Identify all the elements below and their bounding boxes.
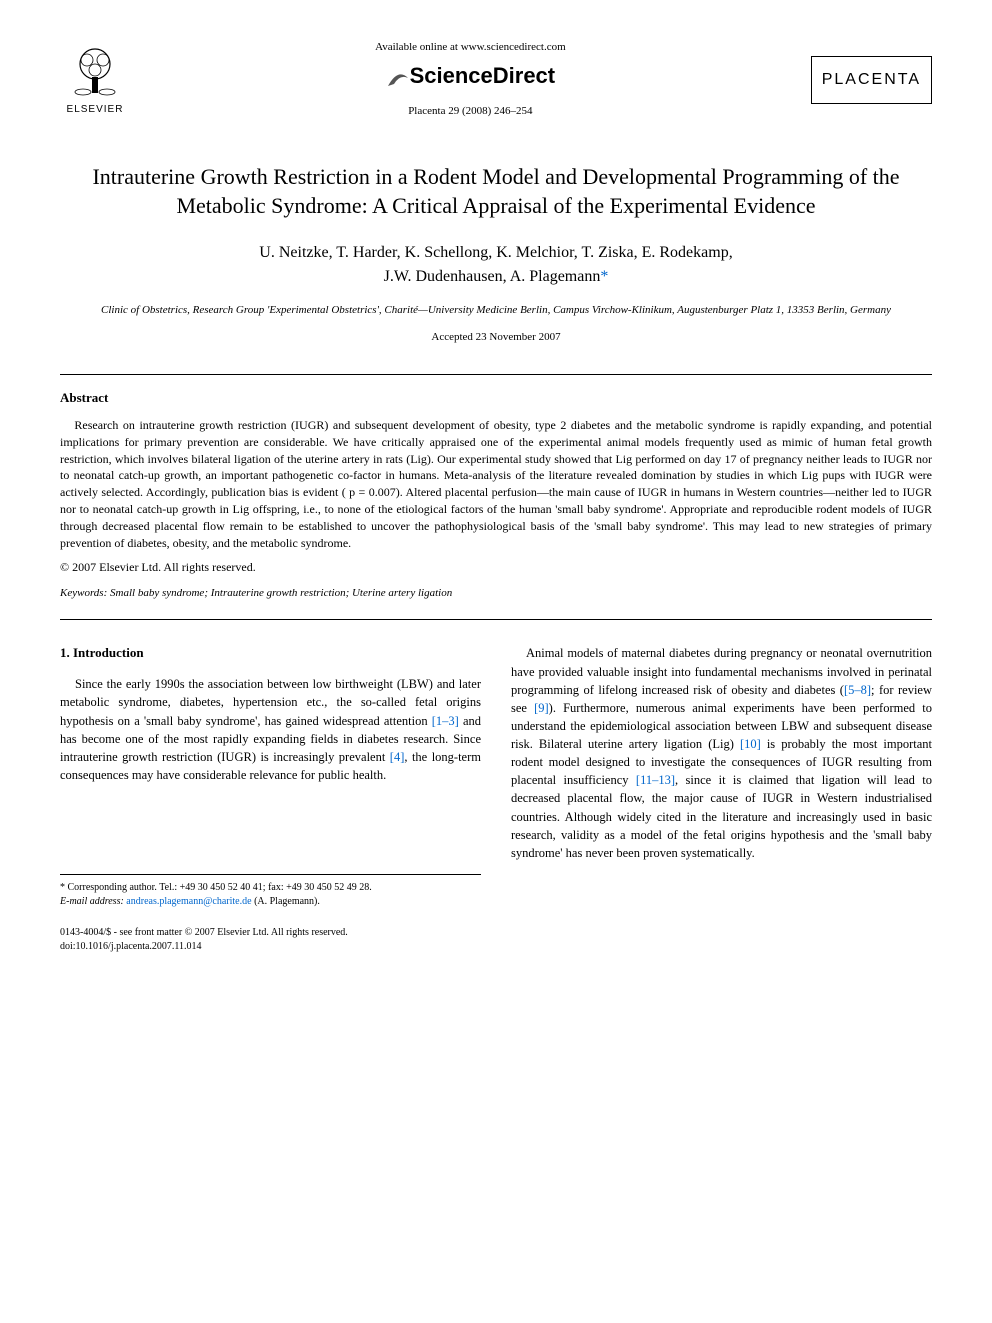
corresponding-author-info: * Corresponding author. Tel.: +49 30 450… — [60, 881, 481, 895]
email-label: E-mail address: — [60, 896, 124, 907]
intro-paragraph-1: Since the early 1990s the association be… — [60, 675, 481, 784]
abstract-body: Research on intrauterine growth restrict… — [60, 417, 932, 551]
authors-line-1: U. Neitzke, T. Harder, K. Schellong, K. … — [259, 244, 732, 261]
article-title: Intrauterine Growth Restriction in a Rod… — [60, 162, 932, 221]
available-online-text: Available online at www.sciencedirect.co… — [130, 40, 811, 55]
keywords-line: Keywords: Small baby syndrome; Intrauter… — [60, 586, 932, 601]
elsevier-logo: ELSEVIER — [60, 42, 130, 117]
divider-rule — [60, 619, 932, 620]
abstract-heading: Abstract — [60, 389, 932, 407]
sciencedirect-logo: ScienceDirect — [130, 61, 811, 92]
column-left: 1. Introduction Since the early 1990s th… — [60, 644, 481, 908]
affiliation-text: Clinic of Obstetrics, Research Group 'Ex… — [60, 303, 932, 318]
citation-link[interactable]: [11–13] — [636, 773, 675, 787]
elsevier-tree-icon — [65, 42, 125, 98]
divider-rule — [60, 374, 932, 375]
email-line: E-mail address: andreas.plagemann@charit… — [60, 895, 481, 909]
front-matter-text: 0143-4004/$ - see front matter © 2007 El… — [60, 926, 932, 940]
citation-link[interactable]: [4] — [390, 750, 405, 764]
body-columns: 1. Introduction Since the early 1990s th… — [60, 644, 932, 908]
keywords-label: Keywords: — [60, 587, 107, 599]
corresponding-author-mark: * — [600, 268, 608, 285]
email-suffix: (A. Plagemann). — [252, 896, 320, 907]
accepted-date: Accepted 23 November 2007 — [60, 330, 932, 345]
authors-line-2: J.W. Dudenhausen, A. Plagemann — [384, 268, 601, 285]
citation-text: Placenta 29 (2008) 246–254 — [130, 104, 811, 119]
page-header: ELSEVIER Available online at www.science… — [60, 40, 932, 120]
sciencedirect-swoosh-icon — [386, 66, 410, 90]
elsevier-label: ELSEVIER — [60, 103, 130, 117]
page-footer: 0143-4004/$ - see front matter © 2007 El… — [60, 926, 932, 953]
column-right: Animal models of maternal diabetes durin… — [511, 644, 932, 908]
citation-link[interactable]: [10] — [740, 737, 761, 751]
section-1-heading: 1. Introduction — [60, 644, 481, 663]
keywords-text: Small baby syndrome; Intrauterine growth… — [107, 587, 452, 599]
corresponding-author-footnote: * Corresponding author. Tel.: +49 30 450… — [60, 874, 481, 908]
email-link[interactable]: andreas.plagemann@charite.de — [124, 896, 252, 907]
sciencedirect-text: ScienceDirect — [410, 63, 556, 88]
center-header: Available online at www.sciencedirect.co… — [130, 40, 811, 120]
citation-link[interactable]: [9] — [534, 701, 549, 715]
journal-name-box: PLACENTA — [811, 56, 932, 104]
intro-paragraph-2: Animal models of maternal diabetes durin… — [511, 644, 932, 862]
citation-link[interactable]: [5–8] — [844, 683, 871, 697]
authors-list: U. Neitzke, T. Harder, K. Schellong, K. … — [60, 241, 932, 289]
abstract-copyright: © 2007 Elsevier Ltd. All rights reserved… — [60, 559, 932, 576]
citation-link[interactable]: [1–3] — [432, 714, 459, 728]
doi-text: doi:10.1016/j.placenta.2007.11.014 — [60, 940, 932, 954]
